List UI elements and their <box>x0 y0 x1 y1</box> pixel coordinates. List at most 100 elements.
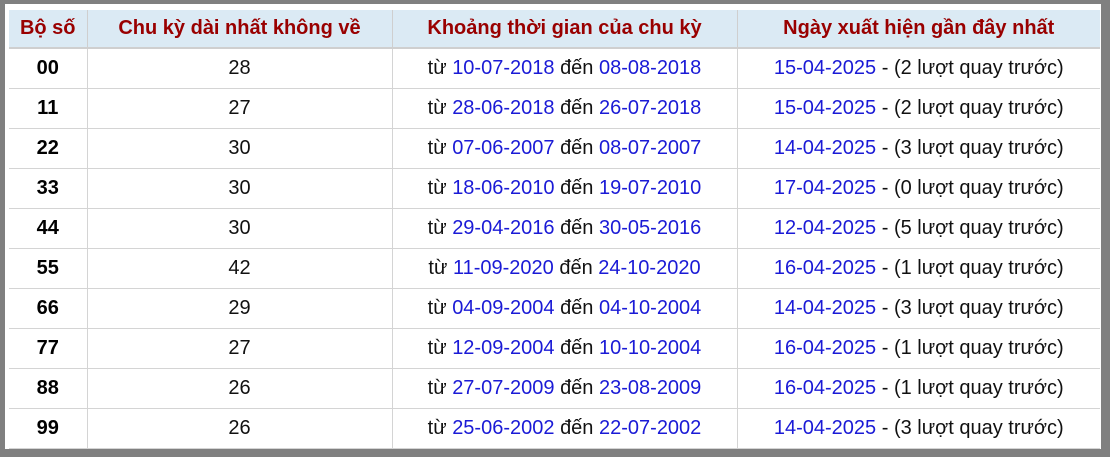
to-label: đến <box>560 377 594 399</box>
to-label: đến <box>560 57 594 79</box>
header-latest: Ngày xuất hiện gần đây nhất <box>737 10 1100 49</box>
period-cell: từ 07-06-2007 đến 08-07-2007 <box>392 128 738 169</box>
draws-ago: (1 lượt quay trước) <box>893 377 1064 399</box>
dash: - <box>881 217 889 239</box>
number-cell: 55 <box>9 248 88 289</box>
end-date-link[interactable]: 08-08-2018 <box>599 57 702 79</box>
table-row: 22 30 từ 07-06-2007 đến 08-07-2007 14-04-20… <box>9 128 1100 169</box>
from-label: từ <box>427 137 447 159</box>
start-date-link[interactable]: 07-06-2007 <box>452 137 555 159</box>
cycle-cell: 28 <box>87 48 393 89</box>
end-date-link[interactable]: 23-08-2009 <box>599 377 702 399</box>
latest-cell: 12-04-2025 - (5 lượt quay trước) <box>737 208 1100 249</box>
cycle-cell: 26 <box>87 368 393 409</box>
end-date-link[interactable]: 24-10-2020 <box>598 257 701 279</box>
to-label: đến <box>560 417 594 439</box>
number-cell: 22 <box>9 128 88 169</box>
header-period: Khoảng thời gian của chu kỳ <box>392 10 738 49</box>
latest-cell: 14-04-2025 - (3 lượt quay trước) <box>737 128 1100 169</box>
cycle-cell: 27 <box>87 328 393 369</box>
number-cell: 44 <box>9 208 88 249</box>
latest-date-link[interactable]: 12-04-2025 <box>773 217 877 239</box>
period-cell: từ 25-06-2002 đến 22-07-2002 <box>392 408 738 449</box>
start-date-link[interactable]: 29-04-2016 <box>452 217 555 239</box>
cycle-cell: 30 <box>87 168 393 209</box>
from-label: từ <box>427 97 447 119</box>
end-date-link[interactable]: 10-10-2004 <box>599 337 702 359</box>
latest-date-link[interactable]: 15-04-2025 <box>773 97 877 119</box>
end-date-link[interactable]: 04-10-2004 <box>599 297 702 319</box>
to-label: đến <box>560 337 594 359</box>
period-cell: từ 27-07-2009 đến 23-08-2009 <box>392 368 738 409</box>
from-label: từ <box>427 417 447 439</box>
latest-cell: 15-04-2025 - (2 lượt quay trước) <box>737 48 1100 89</box>
start-date-link[interactable]: 27-07-2009 <box>452 377 555 399</box>
start-date-link[interactable]: 18-06-2010 <box>452 177 555 199</box>
latest-cell: 17-04-2025 - (0 lượt quay trước) <box>737 168 1100 209</box>
draws-ago: (3 lượt quay trước) <box>893 297 1064 319</box>
latest-date-link[interactable]: 17-04-2025 <box>773 177 877 199</box>
end-date-link[interactable]: 19-07-2010 <box>599 177 702 199</box>
period-cell: từ 11-09-2020 đến 24-10-2020 <box>392 248 738 289</box>
table-row: 77 27 từ 12-09-2004 đến 10-10-2004 16-04-20… <box>9 328 1100 369</box>
start-date-link[interactable]: 11-09-2020 <box>452 257 554 279</box>
end-date-link[interactable]: 26-07-2018 <box>599 97 702 119</box>
start-date-link[interactable]: 25-06-2002 <box>452 417 555 439</box>
start-date-link[interactable]: 28-06-2018 <box>452 97 555 119</box>
to-label: đến <box>560 297 594 319</box>
table-row: 00 28 từ 10-07-2018 đến 08-08-2018 15-04-20… <box>9 48 1100 89</box>
latest-cell: 15-04-2025 - (2 lượt quay trước) <box>737 88 1100 129</box>
draws-ago: (3 lượt quay trước) <box>893 417 1064 439</box>
latest-date-link[interactable]: 14-04-2025 <box>773 137 877 159</box>
period-cell: từ 12-09-2004 đến 10-10-2004 <box>392 328 738 369</box>
number-cell: 33 <box>9 168 88 209</box>
start-date-link[interactable]: 12-09-2004 <box>452 337 555 359</box>
latest-date-link[interactable]: 14-04-2025 <box>773 417 877 439</box>
start-date-link[interactable]: 10-07-2018 <box>452 57 555 79</box>
latest-cell: 16-04-2025 - (1 lượt quay trước) <box>737 328 1100 369</box>
to-label: đến <box>560 217 594 239</box>
cycle-cell: 30 <box>87 128 393 169</box>
number-cell: 66 <box>9 288 88 329</box>
stats-panel: Bộ số Chu kỳ dài nhất không về Khoảng th… <box>5 4 1101 449</box>
latest-date-link[interactable]: 14-04-2025 <box>773 297 877 319</box>
table-header-row: Bộ số Chu kỳ dài nhất không về Khoảng th… <box>9 10 1100 49</box>
from-label: từ <box>427 57 447 79</box>
table-row: 55 42 từ 11-09-2020 đến 24-10-2020 16-04-20… <box>9 248 1100 289</box>
latest-cell: 16-04-2025 - (1 lượt quay trước) <box>737 248 1100 289</box>
dash: - <box>881 97 889 119</box>
dash: - <box>881 257 889 279</box>
cycle-cell: 27 <box>87 88 393 129</box>
cycle-cell: 26 <box>87 408 393 449</box>
latest-date-link[interactable]: 15-04-2025 <box>773 57 877 79</box>
end-date-link[interactable]: 30-05-2016 <box>599 217 702 239</box>
period-cell: từ 10-07-2018 đến 08-08-2018 <box>392 48 738 89</box>
end-date-link[interactable]: 22-07-2002 <box>599 417 702 439</box>
dash: - <box>881 297 889 319</box>
to-label: đến <box>560 137 594 159</box>
latest-date-link[interactable]: 16-04-2025 <box>773 337 877 359</box>
longest-cycle-table: Bộ số Chu kỳ dài nhất không về Khoảng th… <box>9 10 1100 449</box>
table-row: 44 30 từ 29-04-2016 đến 30-05-2016 12-04-20… <box>9 208 1100 249</box>
table-row: 88 26 từ 27-07-2009 đến 23-08-2009 16-04-20… <box>9 368 1100 409</box>
latest-date-link[interactable]: 16-04-2025 <box>773 257 877 279</box>
draws-ago: (5 lượt quay trước) <box>893 217 1064 239</box>
latest-date-link[interactable]: 16-04-2025 <box>773 377 877 399</box>
dash: - <box>881 177 889 199</box>
dash: - <box>881 337 889 359</box>
draws-ago: (2 lượt quay trước) <box>893 97 1064 119</box>
latest-cell: 14-04-2025 - (3 lượt quay trước) <box>737 408 1100 449</box>
end-date-link[interactable]: 08-07-2007 <box>599 137 702 159</box>
number-cell: 99 <box>9 408 88 449</box>
draws-ago: (2 lượt quay trước) <box>893 57 1064 79</box>
cycle-cell: 30 <box>87 208 393 249</box>
start-date-link[interactable]: 04-09-2004 <box>452 297 555 319</box>
table-row: 33 30 từ 18-06-2010 đến 19-07-2010 17-04-20… <box>9 168 1100 209</box>
table-row: 99 26 từ 25-06-2002 đến 22-07-2002 14-04-20… <box>9 408 1100 449</box>
latest-cell: 14-04-2025 - (3 lượt quay trước) <box>737 288 1100 329</box>
draws-ago: (3 lượt quay trước) <box>893 137 1064 159</box>
number-cell: 88 <box>9 368 88 409</box>
dash: - <box>881 377 889 399</box>
table-row: 66 29 từ 04-09-2004 đến 04-10-2004 14-04-20… <box>9 288 1100 329</box>
number-cell: 77 <box>9 328 88 369</box>
